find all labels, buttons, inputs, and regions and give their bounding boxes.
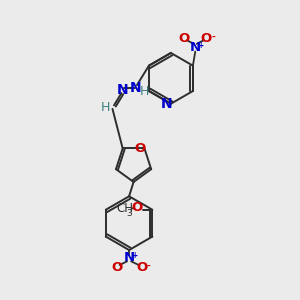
Text: O: O [134,142,146,155]
Text: 3: 3 [127,209,132,218]
Text: N: N [161,97,173,111]
Text: CH: CH [116,202,134,215]
Text: O: O [201,32,212,45]
Text: +: + [197,41,203,50]
Text: +: + [131,251,138,260]
Text: -: - [211,33,215,42]
Text: N: N [117,82,129,97]
Text: N: N [130,81,141,95]
Text: O: O [132,201,143,214]
Text: N: N [190,41,201,54]
Text: H: H [140,85,149,98]
Text: O: O [178,32,190,45]
Text: O: O [111,261,122,274]
Text: O: O [136,261,147,274]
Text: -: - [147,262,150,271]
Text: H: H [101,101,111,114]
Text: N: N [124,251,135,264]
